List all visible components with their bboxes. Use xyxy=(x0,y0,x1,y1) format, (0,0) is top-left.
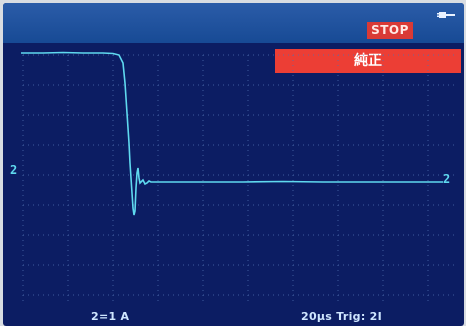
channel-marker-left: 2 xyxy=(10,163,18,177)
status-banner: 純正 xyxy=(275,49,461,73)
plug-icon xyxy=(437,12,455,18)
stop-badge[interactable]: STOP xyxy=(367,22,413,39)
scope-screen: STOP 純正 xyxy=(3,3,464,326)
bottom-status-bar: 2=1 A 20µs Trig: 2Ⅰ xyxy=(3,308,464,326)
grid xyxy=(22,54,458,305)
waveform-trace xyxy=(21,51,443,216)
waveform-plot xyxy=(21,51,458,305)
timebase-trigger-label: 20µs Trig: 2Ⅰ xyxy=(301,310,383,323)
channel-marker-right: 2 xyxy=(443,172,451,186)
scale-label: 2=1 A xyxy=(91,310,130,323)
top-status-bar: STOP xyxy=(3,3,464,43)
